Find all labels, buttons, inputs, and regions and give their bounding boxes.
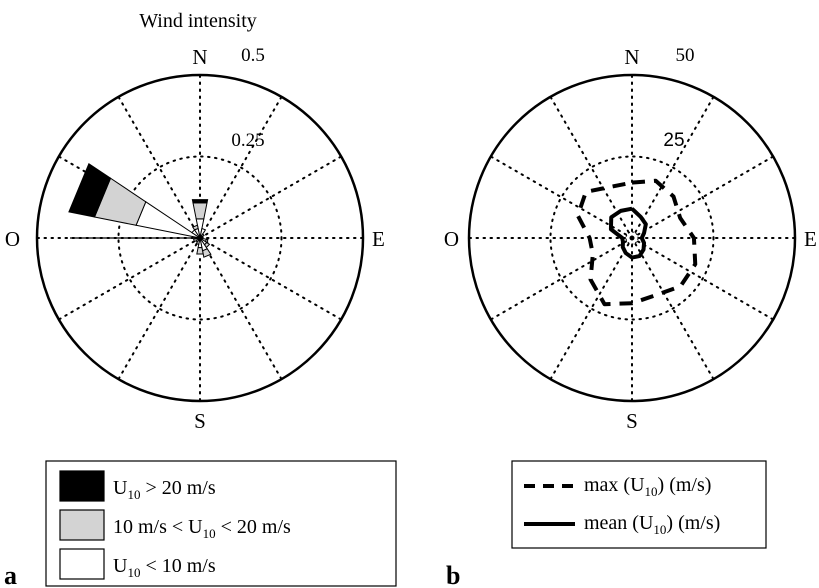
legend-label-high: U10 > 20 m/s: [113, 477, 216, 502]
chart-title: Wind intensity: [139, 10, 257, 32]
legend-label-mid: 10 m/s < U10 < 20 m/s: [113, 516, 291, 541]
series-line-max: [575, 178, 698, 307]
series-line-mean: [608, 206, 648, 260]
radial-tick-label: 25: [663, 130, 684, 151]
legend: U10 > 20 m/s 10 m/s < U10 < 20 m/s U10 <…: [45, 460, 397, 587]
grid-spoke: [631, 155, 775, 239]
rose-bar-high: [191, 199, 209, 204]
wind-speed-lines: [575, 178, 698, 307]
rose-bar-mid: [192, 202, 208, 220]
panel-label-a: a: [4, 561, 17, 588]
legend: max (U10) (m/s) mean (U10) (m/s): [511, 460, 767, 549]
grid-spoke: [199, 155, 343, 239]
grid-spoke: [489, 155, 633, 239]
grid-spoke: [631, 95, 715, 239]
rose-bar-mid: [201, 248, 212, 258]
grid-ring: [117, 155, 283, 321]
grid-spoke: [199, 237, 343, 321]
grid-ring: [549, 155, 715, 321]
radial-tick-label: 0.5: [241, 45, 265, 66]
legend-swatch-low: [59, 548, 105, 580]
wind-rose-bars: [68, 162, 212, 258]
direction-east: E: [372, 227, 385, 251]
center-marker: [625, 231, 639, 245]
legend-label-low: U10 < 10 m/s: [113, 555, 216, 580]
radial-tick-label: 0.25: [231, 130, 264, 151]
radial-tick-label: 50: [676, 45, 695, 66]
direction-south: S: [194, 409, 206, 433]
grid-spoke: [117, 237, 201, 381]
grid-spoke: [631, 237, 715, 381]
direction-west: O: [5, 227, 20, 251]
legend-label-max: max (U10) (m/s): [584, 474, 711, 499]
legend-swatch-high: [59, 470, 105, 502]
direction-north: N: [192, 45, 207, 69]
rose-bar-mid: [192, 224, 199, 231]
rose-bar-mid: [196, 247, 204, 255]
direction-north: N: [624, 45, 639, 69]
grid-spoke: [57, 237, 201, 321]
direction-west: O: [444, 227, 459, 251]
polar-grid: [468, 74, 796, 402]
grid-spoke: [199, 237, 283, 381]
direction-east: E: [804, 227, 817, 251]
legend-label-mean: mean (U10) (m/s): [584, 512, 720, 537]
grid-spoke: [199, 95, 283, 239]
direction-south: S: [626, 409, 638, 433]
grid-spoke: [631, 237, 775, 321]
rose-bar-high: [68, 162, 112, 218]
grid-spoke: [489, 237, 633, 321]
grid-spoke: [549, 237, 633, 381]
grid-spoke: [549, 95, 633, 239]
grid-spoke: [117, 95, 201, 239]
wind-speed-rose: N S E O 50 25 max (U10) (m/s) mean (U10)…: [444, 45, 817, 588]
legend-box: [511, 460, 767, 549]
panel-label-b: b: [446, 561, 460, 588]
outer-circle: [467, 73, 797, 403]
legend-swatch-mid: [59, 509, 105, 541]
outer-circle: [35, 73, 365, 403]
wind-intensity-rose: Wind intensity N S E O 0.5 0.25 U10 > 20…: [4, 10, 397, 588]
